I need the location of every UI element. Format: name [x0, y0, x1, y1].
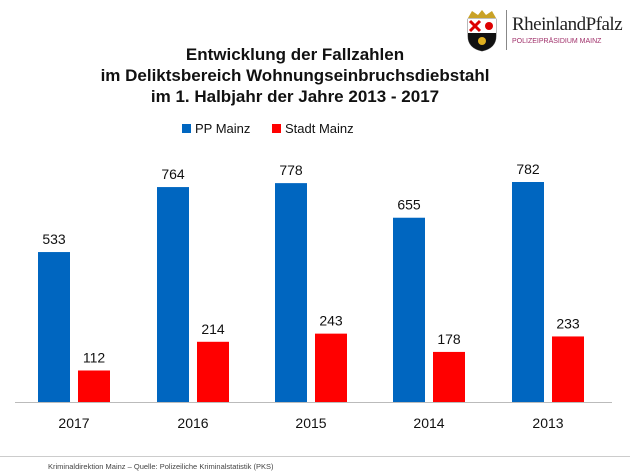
coat-of-arms-icon — [467, 10, 497, 52]
legend-swatch — [182, 124, 191, 133]
bar-stadt-mainz — [552, 336, 584, 402]
data-label: 214 — [201, 321, 225, 337]
bar-pp-mainz — [38, 252, 70, 402]
chart-title: Entwicklung der Fallzahlen im Deliktsber… — [60, 44, 530, 107]
data-label: 233 — [556, 315, 580, 331]
data-label: 778 — [279, 162, 303, 178]
title-line: im 1. Halbjahr der Jahre 2013 - 2017 — [150, 87, 440, 106]
data-label: 112 — [83, 349, 106, 365]
bar-pp-mainz — [393, 217, 425, 402]
data-label: 782 — [516, 161, 540, 177]
bar-stadt-mainz — [315, 333, 347, 402]
x-tick-label: 2017 — [58, 415, 89, 431]
title-line: im Deliktsbereich Wohnungseinbruchsdiebs… — [100, 66, 490, 85]
rheinland-pfalz-logo: RheinlandPfalz POLIZEIPRÄSIDIUM MAINZ — [462, 8, 628, 52]
data-label: 243 — [319, 313, 343, 329]
bar-stadt-mainz — [197, 341, 229, 402]
data-label: 764 — [161, 166, 185, 182]
legend-label: Stadt Mainz — [285, 121, 354, 136]
bar-pp-mainz — [275, 183, 307, 402]
x-tick-label: 2013 — [532, 415, 563, 431]
data-label: 533 — [42, 231, 66, 247]
footer-divider — [0, 456, 630, 457]
x-tick-label: 2015 — [295, 415, 326, 431]
logo-text: RheinlandPfalz — [512, 14, 623, 35]
logo-divider — [506, 10, 507, 50]
bar-pp-mainz — [512, 182, 544, 402]
title-line: Entwicklung der Fallzahlen — [185, 45, 405, 64]
x-tick-label: 2016 — [177, 415, 208, 431]
logo-subtitle: POLIZEIPRÄSIDIUM MAINZ — [512, 38, 602, 45]
legend-swatch — [272, 124, 281, 133]
legend-label: PP Mainz — [195, 121, 250, 136]
bar-stadt-mainz — [78, 370, 110, 402]
bar-chart: PP Mainz Stadt Mainz 533 112 2017 764 214 2016 7… — [15, 121, 612, 431]
data-label: 178 — [437, 331, 461, 347]
x-tick-label: 2014 — [413, 415, 444, 431]
data-label: 655 — [397, 197, 421, 213]
bar-pp-mainz — [157, 187, 189, 402]
bar-stadt-mainz — [433, 351, 465, 402]
footer-source: Kriminaldirektion Mainz – Quelle: Polize… — [48, 462, 274, 471]
